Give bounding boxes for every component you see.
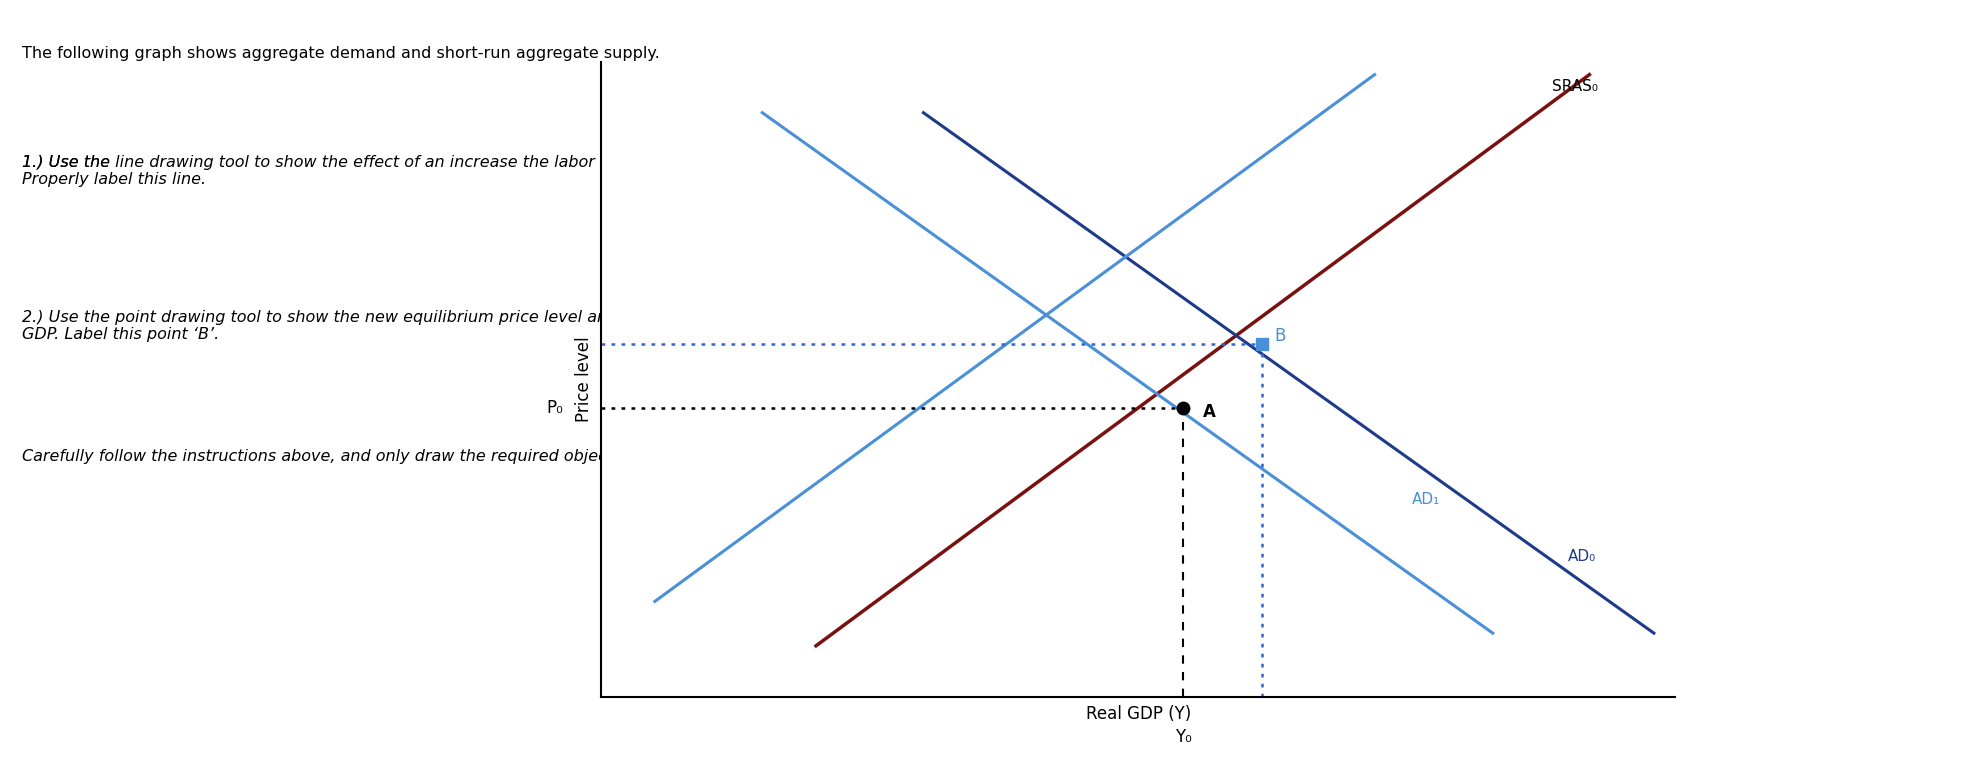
Text: SRAS₀: SRAS₀ bbox=[1551, 79, 1598, 94]
Y-axis label: Price level: Price level bbox=[576, 337, 593, 422]
Text: P₀: P₀ bbox=[546, 399, 564, 417]
X-axis label: Real GDP (Y): Real GDP (Y) bbox=[1086, 705, 1190, 723]
Text: A: A bbox=[1202, 403, 1216, 421]
Text: Y₀: Y₀ bbox=[1175, 728, 1192, 746]
Text: 2.) Use the ​point drawing tool​ to show the new equilibrium price level and rea: 2.) Use the ​point drawing tool​ to show… bbox=[22, 310, 654, 342]
Text: Carefully follow the instructions above, and only draw the required objects.: Carefully follow the instructions above,… bbox=[22, 449, 627, 464]
Text: 1.) Use the ​line drawing tool​ to show the effect of an increase the labor forc: 1.) Use the ​line drawing tool​ to show … bbox=[22, 155, 650, 187]
Text: The following graph shows aggregate demand and short-run aggregate supply.: The following graph shows aggregate dema… bbox=[22, 46, 660, 61]
Text: B: B bbox=[1275, 327, 1285, 345]
Text: 1.) Use the: 1.) Use the bbox=[22, 155, 116, 170]
Text: AD₁: AD₁ bbox=[1411, 492, 1441, 507]
Text: AD₀: AD₀ bbox=[1569, 550, 1597, 564]
